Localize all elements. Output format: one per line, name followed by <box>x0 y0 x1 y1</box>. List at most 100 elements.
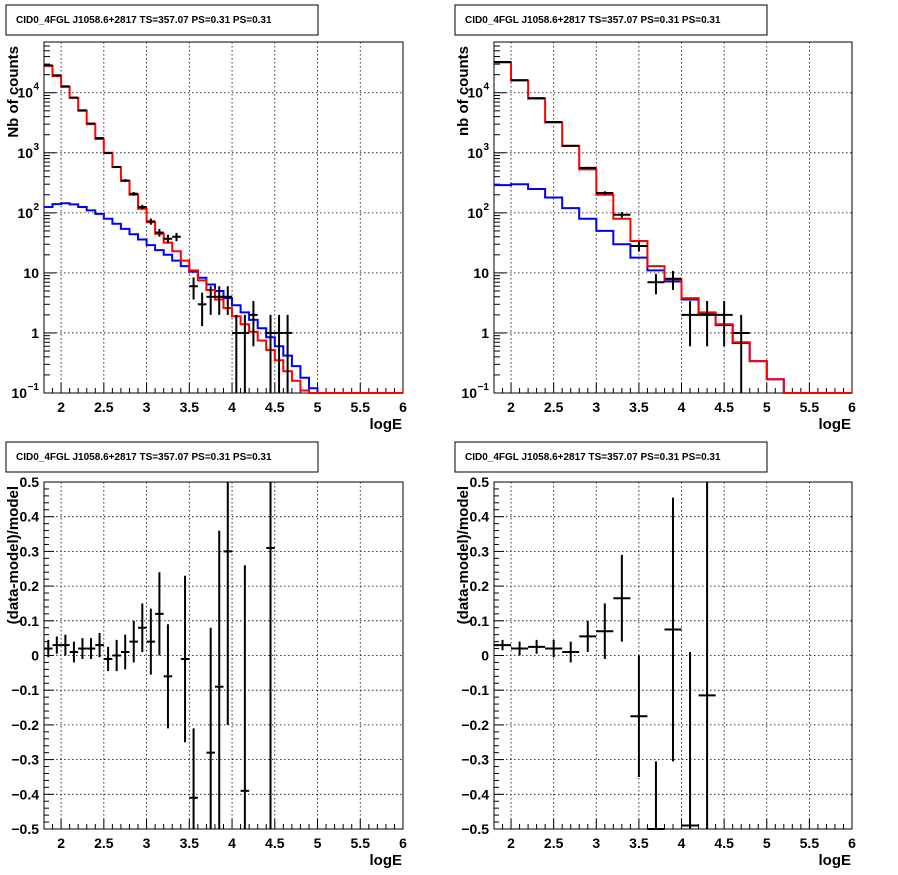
y-tick-label: 10 <box>17 205 33 221</box>
panel-1: CID0_4FGL J1058.6+2817 TS=357.07 PS=0.31… <box>5 4 407 433</box>
x-tick-label: 2.5 <box>94 399 114 415</box>
data-point <box>163 624 173 729</box>
x-tick-label: 2.5 <box>544 399 564 415</box>
y-tick-label: 10 <box>11 385 27 401</box>
x-tick-label: 2 <box>507 835 515 851</box>
data-point <box>664 270 682 290</box>
data-point <box>146 608 156 675</box>
title-box <box>454 4 768 36</box>
y-tick-label: −0.2 <box>461 717 489 733</box>
y-tick-label: −0.1 <box>11 682 39 698</box>
data-point <box>283 314 292 393</box>
data-point <box>732 314 750 393</box>
x-tick-label: 2.5 <box>544 835 564 851</box>
x-tick-label: 3 <box>592 835 600 851</box>
y-tick-label: 0.5 <box>470 474 490 490</box>
x-tick-label: 5 <box>763 835 771 851</box>
data-point <box>86 122 96 125</box>
title-box <box>5 441 319 473</box>
y-tick-label: −0.1 <box>461 682 489 698</box>
data-point <box>78 109 87 112</box>
y-tick-label: 10 <box>461 385 477 401</box>
grid <box>494 42 853 394</box>
data-point <box>86 638 96 659</box>
y-axis-title: (data-model)/model <box>455 486 472 624</box>
y-tick-label: 0.3 <box>470 543 490 559</box>
x-axis-title: logE <box>370 852 403 869</box>
x-tick-label: 4.5 <box>265 399 285 415</box>
data-point <box>528 97 546 100</box>
data-point <box>146 218 156 225</box>
x-axis-title: logE <box>370 416 403 433</box>
data-point <box>545 120 563 123</box>
data-point <box>240 565 250 829</box>
chart-title: CID0_4FGL J1058.6+2817 TS=357.07 PS=0.31… <box>465 15 721 26</box>
series-model-background <box>44 202 403 394</box>
y-tick-exponent: 2 <box>483 202 489 213</box>
x-tick-label: 5.5 <box>351 399 371 415</box>
x-tick-label: 3.5 <box>180 835 200 851</box>
y-tick-label: 10 <box>467 205 483 221</box>
y-axis-title: Nb of counts <box>5 46 22 138</box>
x-tick-label: 2 <box>57 835 65 851</box>
x-tick-label: 4 <box>678 835 686 851</box>
data-point <box>206 286 215 315</box>
x-tick-label: 5 <box>314 835 322 851</box>
x-tick-label: 5 <box>314 399 322 415</box>
y-tick-label: 0.1 <box>470 613 490 629</box>
y-tick-label: 1 <box>31 325 39 341</box>
y-tick-exponent: 3 <box>33 142 39 153</box>
data-point <box>155 228 164 237</box>
x-tick-label: 4 <box>228 835 236 851</box>
chart-title: CID0_4FGL J1058.6+2817 TS=357.07 PS=0.31… <box>16 15 272 26</box>
data-point <box>120 179 130 183</box>
title-box <box>454 441 768 473</box>
x-tick-label: 3 <box>143 399 151 415</box>
x-tick-label: 6 <box>848 835 856 851</box>
y-tick-label: −0.2 <box>11 717 39 733</box>
data-point <box>562 641 580 663</box>
grid <box>44 481 404 830</box>
y-tick-exponent: −1 <box>28 382 40 393</box>
data-point <box>138 603 147 653</box>
y-axis-title: nb of counts <box>455 46 472 136</box>
y-tick-label: 10 <box>23 265 39 281</box>
data-point <box>647 761 665 830</box>
data-point <box>172 232 181 242</box>
data-point <box>511 641 529 656</box>
data-point <box>78 638 87 659</box>
y-tick-label: 0.5 <box>20 474 40 490</box>
y-tick-label: 10 <box>17 85 33 101</box>
series-model-total <box>494 61 852 394</box>
panel-2: CID0_4FGL J1058.6+2817 TS=357.07 PS=0.31… <box>454 4 856 433</box>
y-tick-label: −0.3 <box>11 752 39 768</box>
chart-title: CID0_4FGL J1058.6+2817 TS=357.07 PS=0.31… <box>16 452 272 463</box>
data-point <box>180 575 190 743</box>
data-point <box>715 301 733 347</box>
data-point <box>112 639 121 672</box>
data-point <box>214 286 224 315</box>
data-point <box>274 314 284 393</box>
y-tick-exponent: −1 <box>478 382 490 393</box>
y-tick-label: 0 <box>481 648 489 664</box>
y-tick-label: −0.3 <box>461 752 489 768</box>
x-tick-label: 4 <box>228 399 236 415</box>
data-point <box>120 634 130 670</box>
plot-frame <box>493 41 853 394</box>
y-tick-exponent: 4 <box>483 82 489 93</box>
data-point <box>613 554 631 642</box>
data-point <box>163 234 173 244</box>
data-point <box>129 620 139 663</box>
data-point <box>155 572 164 656</box>
data-point <box>528 639 546 654</box>
y-tick-label: 10 <box>473 265 489 281</box>
x-tick-label: 4.5 <box>714 835 734 851</box>
series-model-total <box>44 64 403 394</box>
y-tick-label: 0 <box>31 648 39 664</box>
y-axis-title: (data-model)/model <box>5 486 22 624</box>
data-point <box>630 655 648 777</box>
data-point <box>103 646 113 672</box>
y-tick-label: 0.4 <box>20 509 40 525</box>
data-point <box>189 277 198 300</box>
